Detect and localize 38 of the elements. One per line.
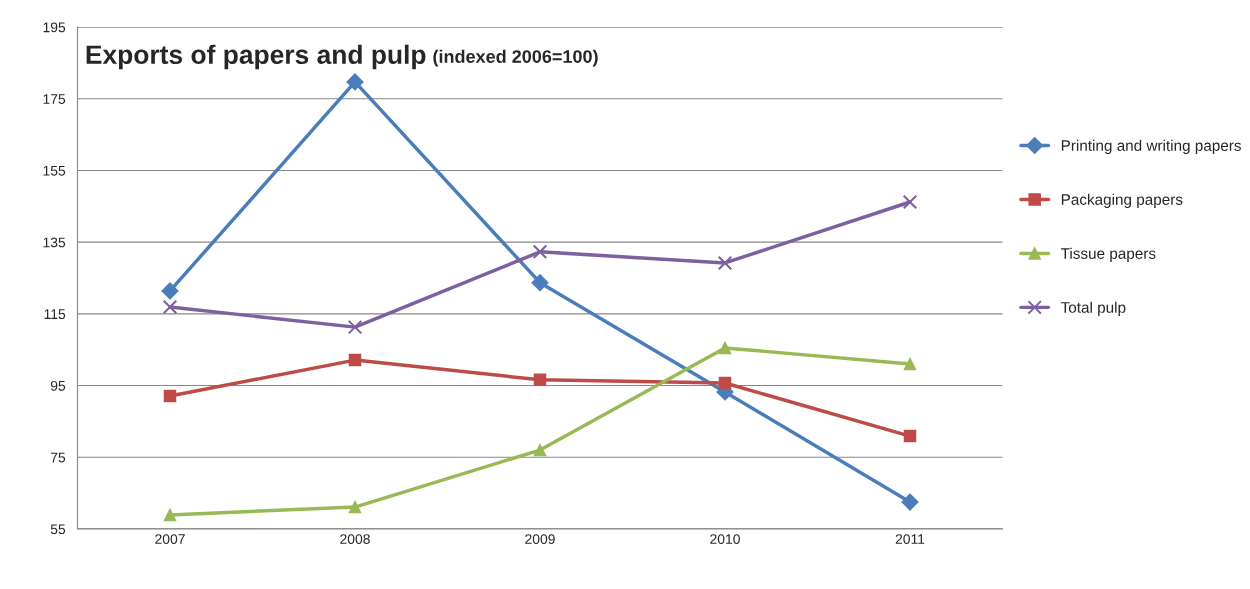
y-tick-label: 135 (43, 237, 66, 248)
y-tick-label: 75 (50, 452, 66, 463)
point (717, 255, 733, 271)
legend-label: Printing and writing papers (1061, 139, 1241, 154)
y-tick-label: 115 (44, 309, 66, 320)
point (346, 73, 364, 91)
point (718, 341, 732, 355)
x-tick-label: 2011 (895, 534, 925, 544)
text: (indexed 2006=100) (433, 49, 598, 67)
point (162, 299, 178, 315)
legend-label: Total pulp (1060, 301, 1126, 316)
x-tick-label: 2009 (525, 534, 555, 544)
text: Exports of papers and pulp (86, 44, 426, 70)
x-tick-label: 2010 (710, 534, 740, 544)
point (533, 443, 547, 457)
point (901, 493, 919, 511)
y-tick-label: 155 (43, 165, 66, 176)
point (903, 429, 917, 443)
point (531, 274, 549, 292)
point (903, 357, 917, 371)
point (161, 282, 179, 300)
point (718, 376, 732, 390)
x-tick-label: 2008 (340, 534, 370, 544)
point (902, 194, 918, 210)
point (533, 373, 547, 387)
y-tick-label: 95 (50, 380, 66, 391)
point (163, 508, 177, 522)
y-tick-label: 175 (43, 94, 66, 104)
point (348, 353, 362, 367)
point (532, 244, 548, 260)
legend-label: Tissue papers (1060, 247, 1156, 262)
point (348, 500, 362, 514)
point (347, 319, 363, 335)
x-tick-label: 2007 (155, 534, 185, 544)
y-tick-label: 55 (50, 524, 66, 535)
y-tick-label: 195 (43, 22, 66, 33)
legend-label: Packaging papers (1061, 193, 1183, 208)
point (163, 389, 177, 403)
